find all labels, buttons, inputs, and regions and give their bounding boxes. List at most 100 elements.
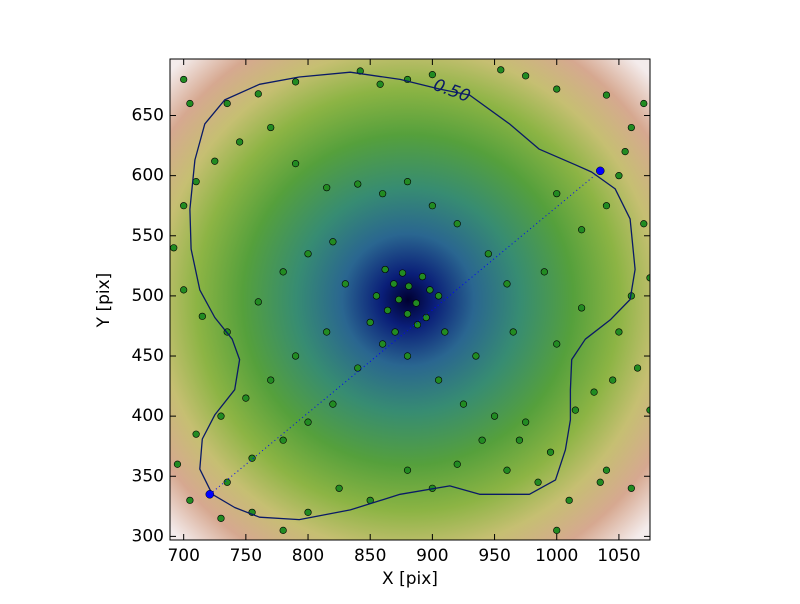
data-point [571,406,579,414]
data-point [223,478,231,486]
data-point [412,299,420,307]
x-tick-label: 1050 [597,546,640,566]
data-point [267,123,275,132]
endpoint [596,166,605,176]
data-point [503,466,511,474]
data-point [627,123,635,132]
data-point [428,202,436,210]
data-point [553,340,561,348]
data-point [646,406,650,414]
x-tick-label: 800 [292,546,324,566]
data-point [615,328,623,336]
data-point [484,250,492,258]
data-point [180,286,188,294]
data-point [578,304,586,312]
data-point [578,226,586,234]
data-point [180,202,188,210]
x-tick-label: 700 [167,546,199,566]
y-tick-label: 350 [132,466,164,486]
data-point [180,75,188,84]
data-point [459,400,468,408]
x-tick-label: 1000 [535,546,578,566]
data-point [329,238,337,246]
data-point [390,280,398,288]
data-point [546,448,555,456]
data-point [534,478,542,486]
endpoint [205,490,215,499]
data-point [540,268,548,276]
data-point [354,364,362,372]
data-point [242,394,250,402]
data-point [522,72,530,80]
y-tick-label: 450 [132,346,164,366]
data-point [379,340,387,348]
data-point [170,244,178,252]
data-point [405,282,413,290]
data-point [248,454,256,462]
data-point [341,280,349,288]
data-point [236,138,244,146]
data-point [304,508,312,516]
y-tick-label: 500 [132,286,164,306]
data-point [223,99,231,108]
data-point [428,71,436,79]
data-point [173,460,182,468]
data-point [403,310,412,318]
data-point [553,190,561,198]
data-point [435,376,443,384]
data-point [329,400,337,408]
data-point [291,160,300,168]
data-point [323,328,331,336]
data-point [186,496,194,504]
y-axis-label: Y [pix] [94,273,114,329]
data-point [354,180,362,188]
y-tick-label: 600 [132,166,164,186]
data-point [615,172,623,180]
data-point [211,157,219,165]
data-point [279,526,287,534]
data-point [602,91,611,99]
data-point [323,184,331,192]
data-point [279,268,287,276]
data-point [633,364,642,372]
data-point [522,418,530,426]
y-tick-label: 550 [132,226,164,246]
data-point [602,466,611,474]
data-point [254,90,262,98]
data-point [503,280,511,288]
data-point [553,526,561,534]
data-point [640,220,648,228]
data-point [384,306,392,314]
y-tick-label: 300 [132,526,164,546]
data-point [279,436,287,444]
y-tick-label: 650 [132,106,164,126]
data-point [291,78,300,86]
data-point [565,496,573,504]
x-tick-label: 850 [354,546,386,566]
data-point [403,352,412,360]
data-point [398,269,407,277]
data-point [646,274,650,282]
data-point [453,460,461,468]
data-point [418,273,427,281]
data-point [186,99,194,108]
data-point [478,436,486,444]
data-point [453,220,461,228]
data-point [192,178,200,186]
x-tick-label: 950 [478,546,510,566]
data-point [403,466,412,474]
dotted-line [209,170,601,495]
contour-line [189,71,636,521]
data-point [403,178,412,186]
data-point [391,328,399,336]
data-point [627,484,635,492]
data-point [413,321,422,329]
data-point [640,99,648,108]
data-point [376,80,384,88]
data-point [192,430,200,438]
data-point [509,328,517,336]
data-point [441,328,449,336]
data-point [356,67,364,75]
data-point [217,514,225,522]
data-point [435,292,443,300]
